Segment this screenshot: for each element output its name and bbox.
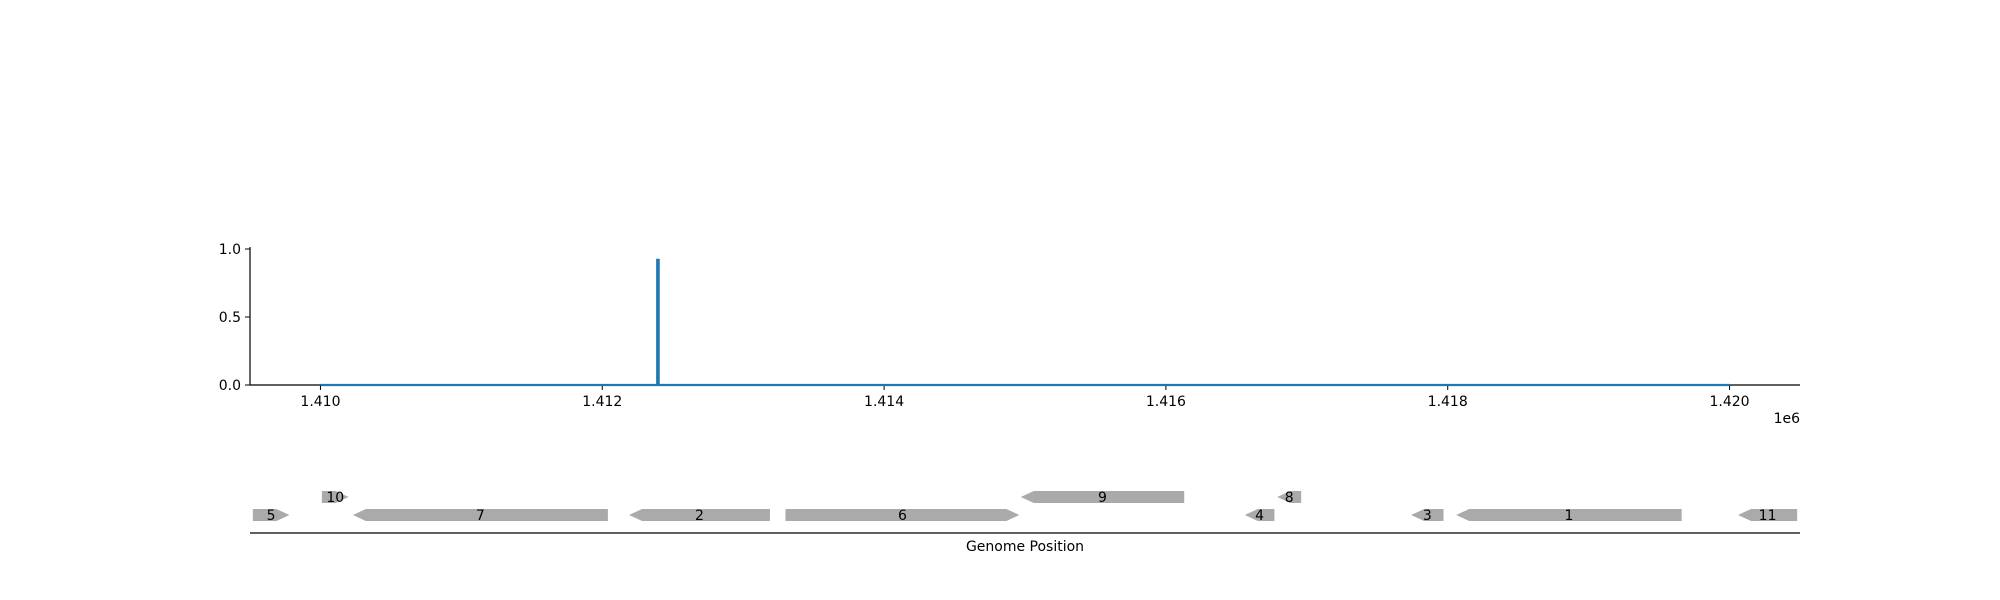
gene-label-10: 10 xyxy=(326,490,344,506)
gene-label-7: 7 xyxy=(476,508,485,524)
gene-feature-6 xyxy=(785,509,1020,521)
y-tick-label: 0.5 xyxy=(219,310,241,326)
gene-feature-8 xyxy=(1277,491,1302,503)
x-tick-label: 1.416 xyxy=(1146,394,1186,410)
gene-feature-7 xyxy=(352,509,608,521)
gene-feature-10 xyxy=(321,491,349,503)
gene-feature-1 xyxy=(1456,509,1682,521)
gene-label-6: 6 xyxy=(898,508,907,524)
gene-label-11: 11 xyxy=(1759,508,1777,524)
coverage-ticks: 1.410 1.412 1.414 1.416 1.418 1.420 0.0 0.5 1.0 xyxy=(219,242,1750,410)
y-tick-label: 0.0 xyxy=(219,378,241,394)
x-tick-label: 1.418 xyxy=(1428,394,1468,410)
x-tick-label: 1.412 xyxy=(582,394,622,410)
x-offset-label: 1e6 xyxy=(1774,411,1801,427)
gene-feature-11 xyxy=(1738,509,1798,521)
gene-label-2: 2 xyxy=(695,508,704,524)
x-tick-label: 1.420 xyxy=(1709,394,1749,410)
coverage-plot: 1.410 1.412 1.414 1.416 1.418 1.4200.00.51.0 … xyxy=(219,242,1800,427)
gene-feature-5 xyxy=(252,509,290,521)
coverage-line xyxy=(320,258,1730,387)
coverage-axes xyxy=(249,247,1800,386)
gene-feature-9 xyxy=(1020,491,1185,503)
gene-feature-2 xyxy=(629,509,770,521)
gene-label-9: 9 xyxy=(1098,490,1107,506)
gene-feature-4 xyxy=(1244,509,1275,521)
x-tick-label: 1.410 xyxy=(300,394,340,410)
gene-label-5: 5 xyxy=(267,508,276,524)
gene-label-1: 1 xyxy=(1564,508,1573,524)
gene-label-3: 3 xyxy=(1423,508,1432,524)
gene-label-8: 8 xyxy=(1285,490,1294,506)
coverage-series xyxy=(320,258,1730,387)
gene-feature-3 xyxy=(1411,509,1444,521)
gene-label-4: 4 xyxy=(1255,508,1264,524)
x-tick-label: 1.414 xyxy=(864,394,904,410)
gene-track-xlabel: Genome Position xyxy=(966,539,1084,555)
y-tick-label: 1.0 xyxy=(219,242,241,258)
